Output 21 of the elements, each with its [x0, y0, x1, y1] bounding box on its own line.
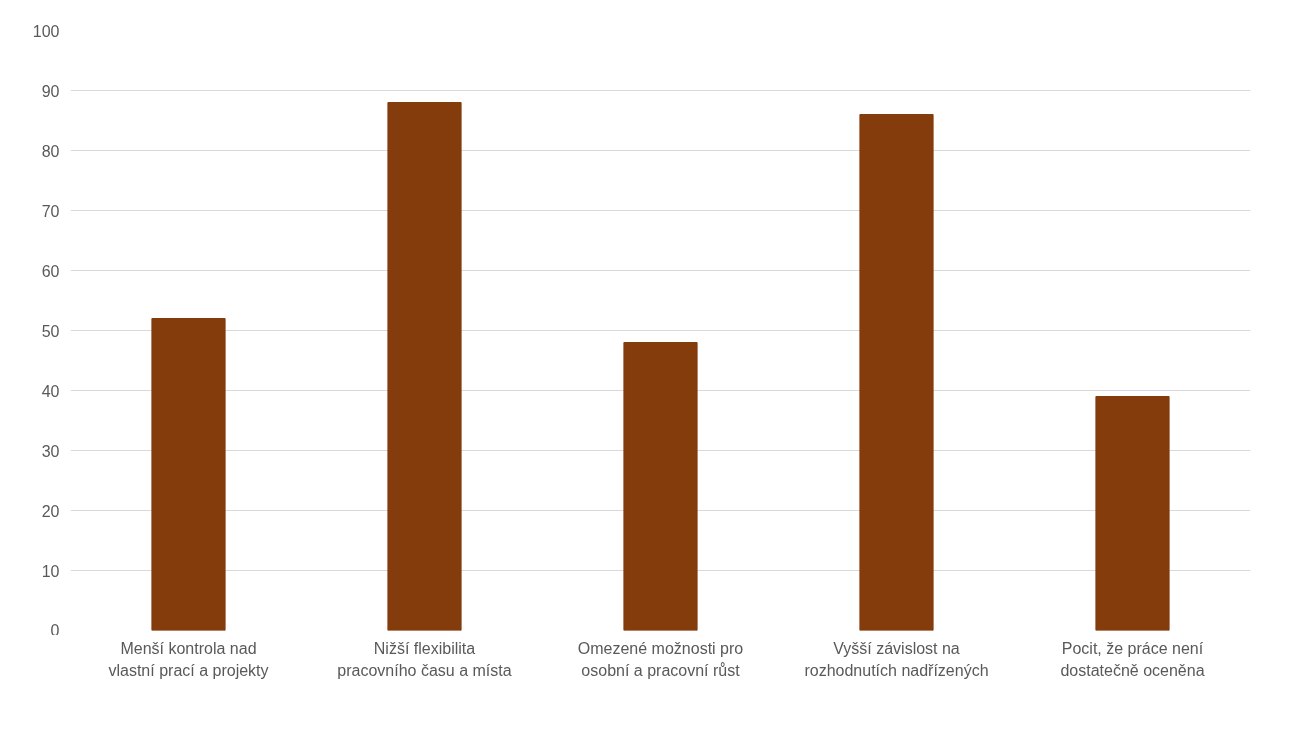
y-tick-label: 0: [50, 621, 60, 639]
y-tick-label: 60: [41, 262, 60, 280]
x-tick-label: Pocit, že práce není dostatečně oceněna: [1060, 640, 1205, 679]
y-tick-label: 20: [41, 502, 60, 520]
bar: [859, 114, 934, 631]
y-tick-label: 80: [41, 142, 60, 160]
y-tick-label: 30: [41, 442, 60, 460]
bar: [623, 342, 698, 631]
bar: [151, 318, 226, 631]
y-tick-label: 100: [32, 22, 60, 40]
x-tick-label: Vyšší závislost na rozhodnutích nadřízených: [804, 640, 989, 679]
bar: [387, 102, 462, 631]
x-tick-label: Nižší flexibilita pracovního času a místa: [337, 640, 512, 679]
y-tick-label: 50: [41, 322, 60, 340]
bar: [1095, 396, 1170, 631]
y-tick-label: 70: [41, 202, 60, 220]
y-tick-label: 40: [41, 382, 60, 400]
x-tick-label: Omezené možnosti pro osobní a pracovní růst: [577, 640, 744, 679]
y-tick-label: 90: [41, 82, 60, 100]
y-tick-label: 10: [41, 562, 60, 580]
x-tick-label: Menší kontrola nad vlastní prací a projekty: [108, 640, 269, 679]
